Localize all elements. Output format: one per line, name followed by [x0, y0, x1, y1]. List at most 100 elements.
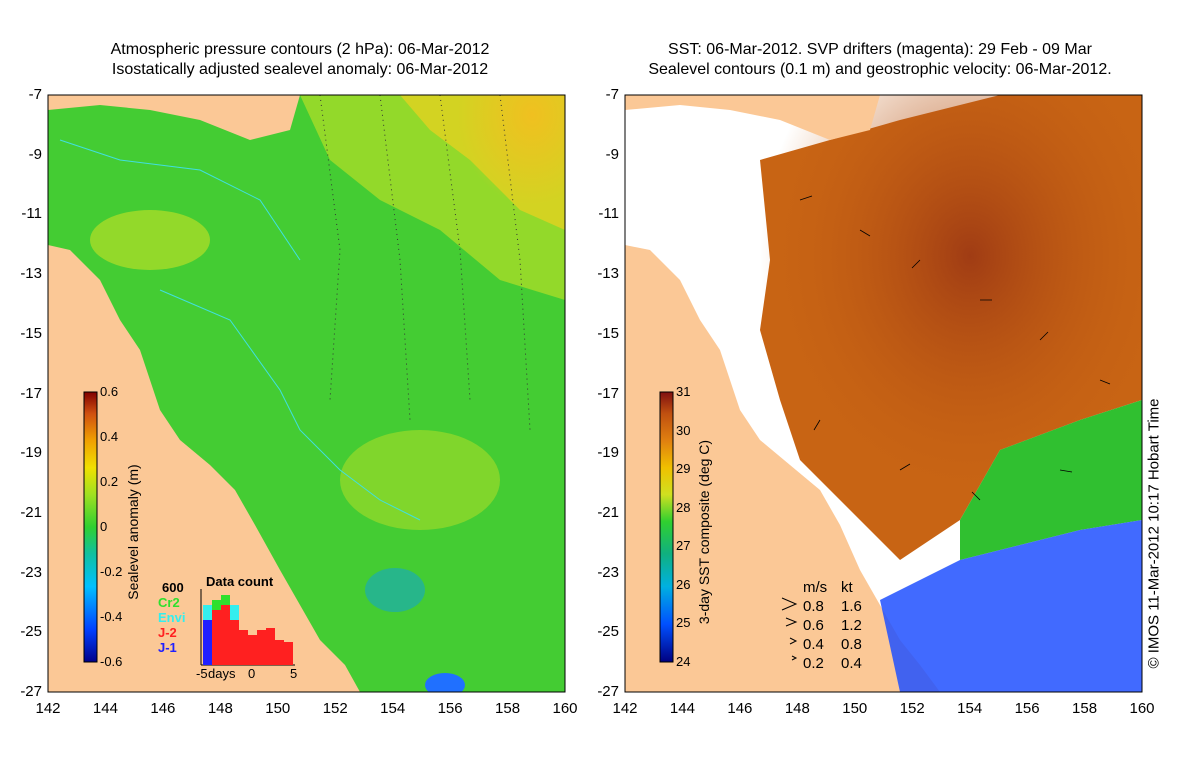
left-x-tick: 146: [150, 700, 176, 717]
velocity-kt-value: 1.2: [841, 617, 862, 634]
left-y-tick: -19: [20, 444, 42, 462]
right-title-line2: Sealevel contours (0.1 m) and geostrophi…: [648, 61, 1112, 78]
data-count-title: Data count: [206, 574, 274, 589]
right-y-tick: -11: [598, 205, 619, 223]
right-map: [625, 95, 1142, 692]
left-x-tick: 156: [437, 700, 463, 717]
right-x-tick: 142: [612, 700, 638, 717]
mission-legend: Cr2 Envi J-2 J-1: [158, 595, 185, 655]
right-y-tick: -27: [597, 683, 619, 700]
sst-colorbar-tick: 27: [676, 538, 691, 554]
left-pressure-contours: [319, 95, 531, 431]
credit-text: © IMOS 11-Mar-2012 10:17 Hobart Time: [1145, 398, 1163, 669]
sst-colorbar-label: 3-day SST composite (deg C): [696, 439, 712, 625]
right-y-tick: -9: [605, 145, 619, 163]
right-y-tick: -19: [597, 444, 619, 462]
velocity-legend-arrows: [781, 597, 798, 661]
right-sst-cool: [880, 520, 1142, 692]
sla-colorbar-tick: 0: [100, 519, 108, 534]
geostrophic-velocity-arrows: [799, 195, 1111, 501]
data-count-max-label: 600: [162, 580, 184, 595]
left-y-tick: -13: [20, 265, 42, 283]
mission-legend-entry: Cr2: [158, 595, 180, 610]
left-x-tick: 142: [35, 700, 61, 717]
left-x-tick: 154: [380, 700, 406, 717]
data-count-x-label: 5: [290, 666, 298, 681]
left-x-tick: 144: [92, 700, 118, 717]
left-title-line2: Isostatically adjusted sealevel anomaly:…: [111, 61, 489, 78]
velocity-kt-value: 1.6: [841, 598, 862, 615]
sst-colorbar-tick: 31: [676, 384, 691, 399]
left-y-tick: -15: [20, 324, 42, 342]
left-x-tick: 158: [495, 700, 521, 717]
left-y-tick: -27: [20, 683, 42, 700]
sst-colorbar-tick: 25: [676, 615, 691, 631]
velocity-ms-value: 0.2: [803, 655, 824, 672]
right-x-tick: 156: [1014, 700, 1040, 717]
velocity-legend-row: 0.8 1.6: [803, 597, 862, 616]
data-count-bars: [203, 595, 293, 665]
left-y-tick: -25: [20, 623, 42, 641]
right-frame: [624, 94, 1143, 693]
sla-colorbar: [83, 391, 98, 663]
right-png-land: [625, 95, 880, 140]
left-png-land: [48, 95, 300, 140]
right-x-tick: 152: [899, 700, 925, 717]
velocity-legend-row: 0.2 0.4: [803, 654, 862, 673]
left-y-tick: -21: [20, 503, 42, 521]
sst-colorbar-tick: 30: [676, 422, 691, 438]
velocity-legend-header: m/s kt: [803, 578, 862, 597]
velocity-ms-value: 0.6: [803, 617, 824, 634]
mission-legend-entry: J-1: [158, 640, 177, 655]
velocity-kt-value: 0.4: [841, 655, 862, 672]
left-south-low: [425, 673, 465, 692]
left-panel-title: Atmospheric pressure contours (2 hPa): 0…: [40, 40, 560, 80]
right-y-tick: -13: [597, 265, 619, 283]
data-count-x-label: 0: [248, 666, 256, 681]
velocity-ms-value: 0.8: [803, 598, 824, 615]
sst-colorbar-tick: 28: [676, 499, 691, 515]
sla-colorbar-tick: 0.6: [100, 384, 119, 399]
left-y-tick: -17: [20, 384, 42, 402]
right-y-tick: -21: [597, 503, 619, 521]
left-map: [48, 95, 565, 692]
left-y-tick: -7: [28, 86, 42, 103]
left-x-tick: 150: [265, 700, 291, 717]
right-title-line1: SST: 06-Mar-2012. SVP drifters (magenta)…: [668, 41, 1092, 58]
velocity-legend-kt-header: kt: [841, 579, 853, 596]
left-eddy-low: [365, 568, 425, 612]
right-sst-mid: [960, 400, 1142, 560]
data-count-x-label: days: [208, 666, 236, 681]
right-panel-title: SST: 06-Mar-2012. SVP drifters (magenta)…: [590, 40, 1170, 80]
sla-colorbar-tick: 0.4: [100, 429, 119, 444]
left-peak-anomaly: [400, 95, 565, 295]
velocity-ms-value: 0.4: [803, 636, 824, 653]
left-x-tick: 148: [207, 700, 233, 717]
left-title-line1: Atmospheric pressure contours (2 hPa): 0…: [110, 41, 490, 58]
sla-colorbar-tick: 0.2: [100, 474, 119, 489]
right-y-tick: -15: [597, 324, 619, 342]
sla-colorbar-tick: -0.2: [100, 564, 123, 579]
right-y-tick: -17: [597, 384, 619, 402]
data-count-x-label: -5: [196, 666, 208, 681]
velocity-legend-row: 0.6 1.2: [803, 616, 862, 635]
sla-colorbar-label: Sealevel anomaly (m): [125, 464, 141, 600]
right-x-tick: 144: [669, 700, 695, 717]
left-y-tick: -23: [20, 563, 42, 581]
right-y-tick: -25: [597, 623, 619, 641]
left-east-high: [340, 430, 500, 530]
left-coastal-high: [90, 210, 210, 270]
right-x-tick: 158: [1072, 700, 1098, 717]
velocity-kt-value: 0.8: [841, 636, 862, 653]
right-x-tick: 148: [784, 700, 810, 717]
sst-colorbar-tick: 29: [676, 461, 691, 477]
velocity-legend: m/s kt 0.8 1.6 0.6 1.2 0.4 0.8 0.2 0.4: [803, 578, 862, 673]
right-y-tick: -23: [597, 563, 619, 581]
left-frame: [47, 94, 566, 693]
left-y-tick: -9: [28, 145, 42, 163]
sla-colorbar-tick: -0.6: [100, 654, 123, 669]
right-x-tick: 150: [842, 700, 868, 717]
left-x-tick: 152: [322, 700, 348, 717]
mission-legend-entry: J-2: [158, 625, 177, 640]
